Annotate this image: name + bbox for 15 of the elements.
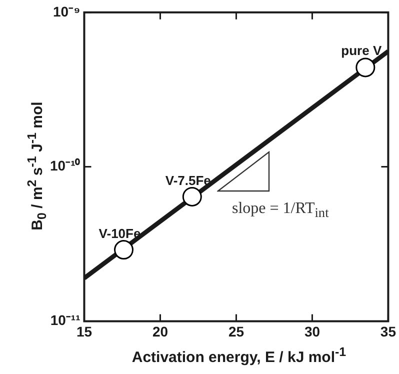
y-tick-label: 10⁻⁹ [53, 3, 80, 20]
point [114, 240, 134, 260]
x-tick-label: 35 [380, 323, 396, 340]
annotation: pure V [341, 43, 382, 58]
y-tick-label: 10⁻¹⁰ [50, 158, 80, 174]
x-tick-label: 25 [228, 323, 244, 340]
annotation: slope = 1/RT$_{int}$ [232, 200, 329, 222]
point [356, 58, 376, 78]
x-tick-label: 30 [304, 323, 320, 340]
annotation: V-10Fe [98, 226, 141, 241]
x-axis-title: Activation energy, E / kJ mol$^{-1}$ [130, 345, 348, 366]
x-tick-label: 15 [76, 323, 92, 340]
x-tick-label: 20 [152, 323, 168, 340]
annotation: V-7.5Fe [165, 172, 211, 188]
point [182, 186, 202, 206]
